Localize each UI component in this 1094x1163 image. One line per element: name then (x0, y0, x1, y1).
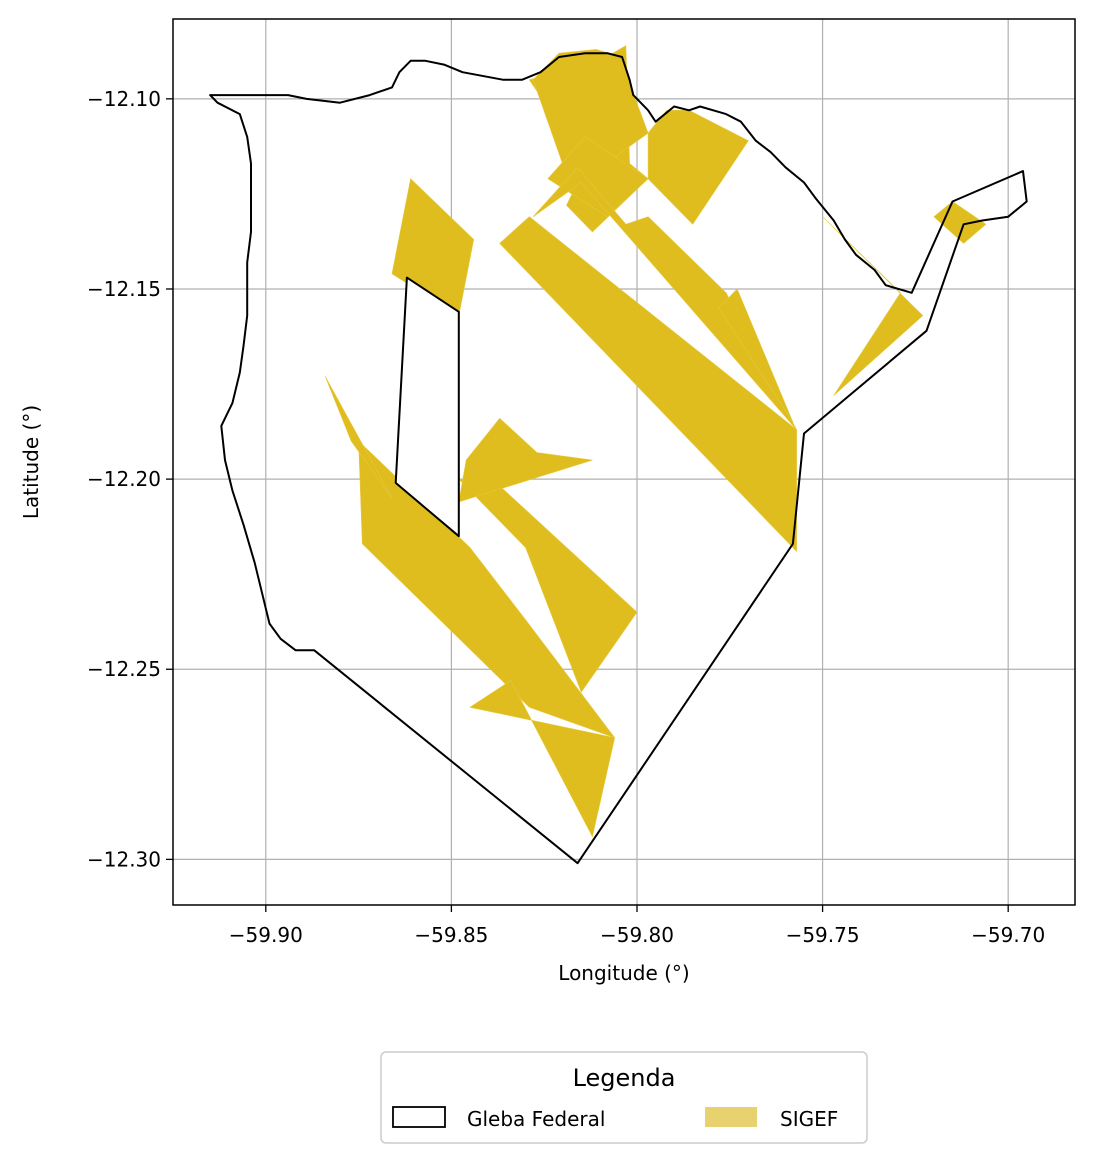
y-tick-label-1: −12.15 (87, 277, 161, 301)
y-axis-label: Latitude (°) (19, 405, 43, 519)
sigef-parcel-7 (822, 216, 924, 396)
sigef-parcel-3 (547, 136, 649, 218)
x-axis-label: Longitude (°) (558, 961, 689, 985)
sigef-parcel-14 (324, 376, 393, 499)
sigef-parcel-8 (718, 288, 794, 423)
legend-label-gleba: Gleba Federal (467, 1107, 605, 1131)
x-tick-label-2: −59.80 (600, 923, 674, 947)
x-tick-label-1: −59.85 (414, 923, 488, 947)
legend-swatch-sigef (705, 1107, 757, 1127)
y-tick-label-4: −12.30 (87, 847, 161, 871)
legend-label-sigef: SIGEF (780, 1107, 838, 1131)
sigef-parcel-12 (469, 680, 616, 838)
legend-swatch-gleba (392, 1106, 446, 1128)
sigef-parcels (324, 45, 987, 838)
x-axis-ticks: −59.90 −59.85 −59.80 −59.75 −59.70 (229, 905, 1045, 947)
x-tick-label-4: −59.70 (971, 923, 1045, 947)
y-tick-label-3: −12.25 (87, 657, 161, 681)
y-tick-label-0: −12.10 (87, 87, 161, 111)
legend: Legenda Gleba Federal SIGEF (380, 1051, 868, 1144)
y-axis-ticks: −12.10 −12.15 −12.20 −12.25 −12.30 (87, 87, 173, 871)
gleba-federal-boundary (209, 52, 1028, 865)
x-tick-label-0: −59.90 (229, 923, 303, 947)
sigef-parcel-13 (458, 417, 593, 503)
y-tick-label-2: −12.20 (87, 467, 161, 491)
gleba-inner-boundary (394, 276, 460, 538)
sigef-parcel-2 (647, 110, 749, 225)
x-tick-label-3: −59.75 (786, 923, 860, 947)
sigef-parcel-4 (532, 166, 797, 430)
sigef-parcel-5 (499, 216, 797, 553)
gleba-outer-boundary (209, 52, 1028, 865)
plot-frame (172, 18, 1076, 906)
legend-title: Legenda (573, 1064, 676, 1092)
